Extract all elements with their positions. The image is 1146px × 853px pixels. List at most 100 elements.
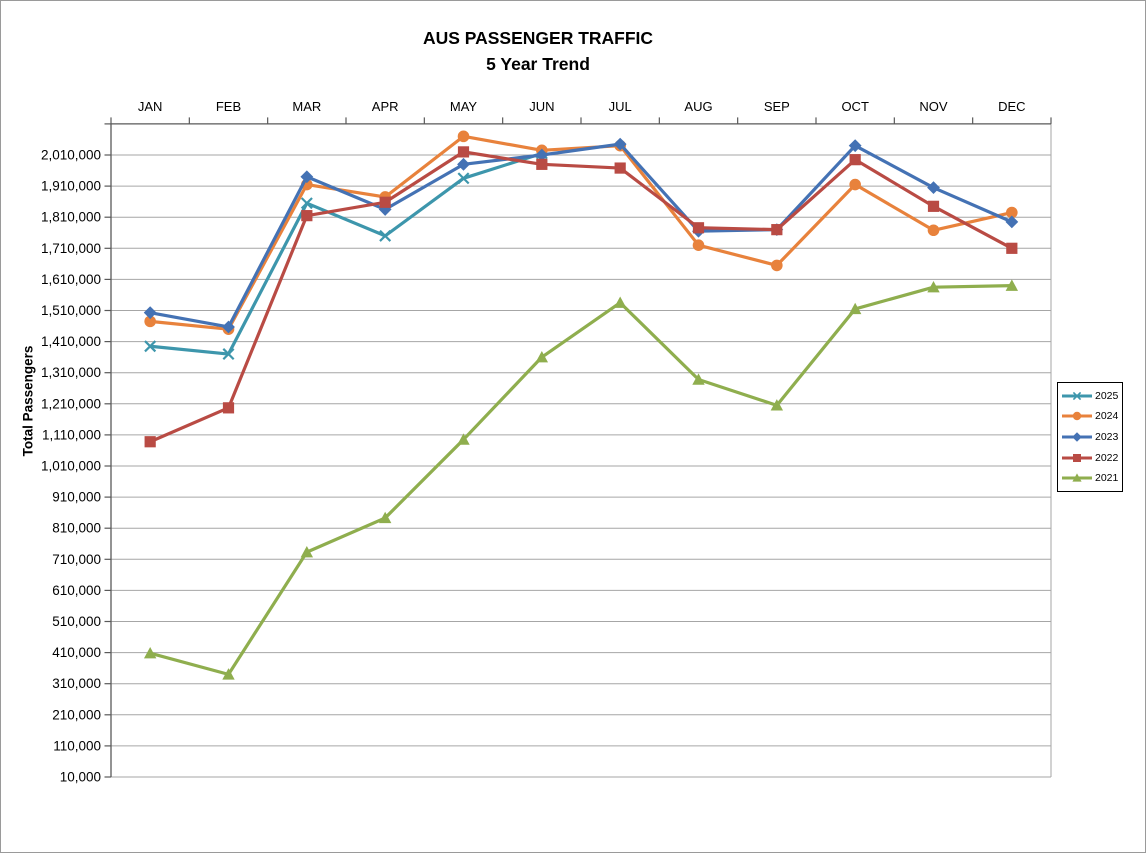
legend-item-2023: 2023 xyxy=(1061,427,1122,447)
y-axis-tick-label: 1,310,000 xyxy=(41,365,101,380)
series-marker xyxy=(222,348,235,361)
series-marker xyxy=(1005,215,1019,229)
series-marker xyxy=(144,315,156,328)
series-marker xyxy=(613,137,627,151)
legend-swatch-2022 xyxy=(1062,453,1092,462)
x-axis-label: FEB xyxy=(216,99,241,114)
series-marker xyxy=(457,157,470,171)
series-marker xyxy=(144,436,156,448)
legend-item-2021: 2021 xyxy=(1061,468,1122,488)
y-axis-tick-label: 710,000 xyxy=(52,552,101,567)
y-axis-tick-label: 1,110,000 xyxy=(42,427,101,442)
x-axis-label: SEP xyxy=(764,99,790,114)
y-axis-tick-label: 610,000 xyxy=(52,583,101,598)
x-axis-label: MAR xyxy=(292,99,321,114)
series-marker xyxy=(535,350,549,363)
series-marker xyxy=(1072,473,1082,482)
series-marker xyxy=(927,224,940,237)
series-marker xyxy=(378,511,392,524)
x-axis-label: JAN xyxy=(138,99,163,114)
legend: 2025 2024 2023 2022 2021 xyxy=(1057,382,1123,492)
legend-swatch-2023 xyxy=(1062,432,1092,442)
x-axis-label: OCT xyxy=(841,99,869,114)
y-axis-tick-label: 1,910,000 xyxy=(41,179,101,194)
series-marker xyxy=(1072,412,1082,421)
series-marker xyxy=(536,158,548,170)
series-marker xyxy=(143,306,157,320)
series-marker xyxy=(222,320,235,334)
series-2023 xyxy=(143,137,1019,334)
chart-subtitle: 5 Year Trend xyxy=(486,54,590,74)
x-axis-label: JUL xyxy=(609,99,632,114)
legend-label: 2023 xyxy=(1095,430,1119,443)
series-marker xyxy=(379,196,391,208)
y-axis-tick-label: 910,000 xyxy=(52,490,101,505)
series-line-2021 xyxy=(149,284,1012,676)
series-2021 xyxy=(143,279,1019,680)
y-axis-tick-label: 1,410,000 xyxy=(41,334,101,349)
series-marker xyxy=(927,200,940,212)
chart-title-block: AUS PASSENGER TRAFFIC 5 Year Trend xyxy=(1,25,1075,77)
series-marker xyxy=(849,178,861,191)
series-marker xyxy=(144,340,157,353)
series-marker xyxy=(457,130,470,143)
series-marker xyxy=(379,229,392,242)
series-marker xyxy=(300,545,314,558)
x-axis-label: NOV xyxy=(919,99,948,114)
series-marker xyxy=(613,296,627,308)
series-marker xyxy=(771,259,783,272)
y-axis-tick-label: 1,010,000 xyxy=(41,459,101,474)
series-marker xyxy=(1072,391,1082,400)
series-marker xyxy=(457,433,470,445)
series-marker xyxy=(222,668,235,680)
series-marker xyxy=(222,402,235,414)
series-line-2025 xyxy=(150,151,543,356)
series-marker xyxy=(692,373,705,385)
x-axis-label: DEC xyxy=(998,99,1025,114)
series-marker xyxy=(848,302,862,315)
y-axis-tick-label: 310,000 xyxy=(52,676,101,691)
legend-swatch-2021 xyxy=(1062,473,1092,482)
y-axis-tick-label: 1,610,000 xyxy=(41,272,101,287)
series-marker xyxy=(535,148,549,162)
series-marker xyxy=(849,154,861,166)
x-axis-label: APR xyxy=(372,99,399,114)
series-marker xyxy=(692,222,705,234)
legend-label: 2024 xyxy=(1095,410,1119,423)
series-marker xyxy=(927,280,940,293)
series-marker xyxy=(300,197,313,210)
y-axis-tick-label: 510,000 xyxy=(52,614,101,629)
series-marker xyxy=(457,146,470,158)
series-marker xyxy=(457,172,470,185)
legend-label: 2021 xyxy=(1095,472,1119,485)
x-axis-label: JUN xyxy=(529,99,554,114)
y-axis-tick-label: 810,000 xyxy=(52,521,101,536)
y-axis-tick-label: 210,000 xyxy=(52,707,101,722)
series-marker xyxy=(301,210,313,222)
legend-item-2024: 2024 xyxy=(1061,406,1122,426)
series-marker xyxy=(143,647,157,659)
x-axis-label: MAY xyxy=(450,99,478,114)
series-marker xyxy=(614,162,626,174)
y-axis-tick-label: 10,000 xyxy=(60,770,101,785)
y-axis-tick-label: 1,510,000 xyxy=(41,303,101,318)
legend-item-2022: 2022 xyxy=(1061,448,1122,468)
series-marker xyxy=(1005,279,1019,291)
y-axis-tick-label: 1,810,000 xyxy=(41,210,101,225)
legend-item-2025: 2025 xyxy=(1061,386,1122,406)
y-axis-tick-label: 2,010,000 xyxy=(41,148,101,163)
series-marker xyxy=(1073,453,1081,462)
legend-label: 2025 xyxy=(1095,389,1119,402)
series-marker xyxy=(1072,432,1082,442)
series-marker xyxy=(1006,242,1018,254)
y-axis-tick-label: 110,000 xyxy=(53,738,101,753)
chart-title: AUS PASSENGER TRAFFIC xyxy=(422,28,654,48)
y-axis-tick-label: 1,710,000 xyxy=(41,241,101,256)
series-line-2023 xyxy=(149,142,1013,329)
y-axis-tick-label: 1,210,000 xyxy=(41,396,101,411)
series-marker xyxy=(770,399,784,411)
series-marker xyxy=(848,139,862,153)
series-marker xyxy=(927,181,940,195)
